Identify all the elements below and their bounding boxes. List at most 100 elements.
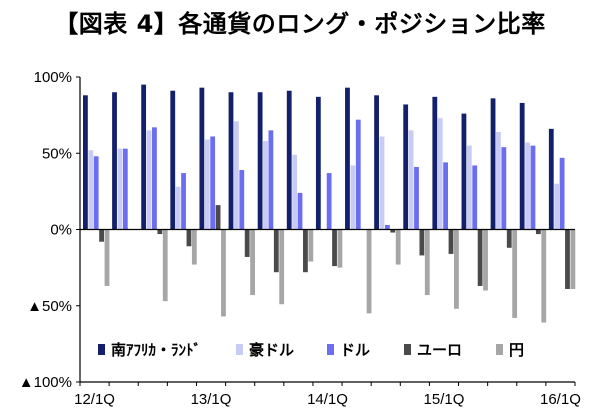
bar-series-0-cat-5 [228, 92, 234, 230]
legend-swatch [236, 344, 243, 355]
legend-label: ドル [340, 341, 370, 359]
legend-swatch [496, 344, 503, 355]
y-tick-label: ▲50% [27, 298, 72, 315]
bar-series-0-cat-9 [345, 87, 350, 230]
bar-series-3-cat-3 [186, 229, 192, 247]
bar-series-4-cat-14 [512, 229, 518, 318]
bar-series-1-cat-0 [88, 150, 94, 230]
bar-series-2-cat-11 [414, 166, 419, 230]
legend-label: 豪ドル [249, 341, 294, 359]
bar-series-1-cat-13 [466, 145, 472, 230]
bar-series-3-cat-12 [448, 229, 454, 254]
bar-series-4-cat-11 [424, 229, 430, 296]
bar-series-1-cat-7 [292, 154, 298, 230]
axes-layer: 100% 50% 0% ▲50% ▲100%12/1Q 13/1Q 14/1Q 15/1Q 16… [19, 69, 581, 408]
bar-series-4-cat-6 [279, 229, 285, 305]
bar-series-2-cat-8 [326, 173, 332, 230]
bar-series-1-cat-6 [263, 141, 268, 230]
bars-layer [83, 84, 576, 323]
bar-series-2-cat-13 [472, 165, 478, 230]
bar-series-0-cat-2 [141, 84, 147, 230]
bar-series-1-cat-3 [175, 186, 181, 230]
bar-series-0-cat-14 [490, 98, 496, 230]
bar-series-3-cat-16 [565, 229, 570, 289]
bar-series-3-cat-11 [419, 229, 425, 256]
x-tick-label: 16/1Q [540, 391, 581, 408]
bar-series-4-cat-7 [308, 229, 314, 262]
bar-series-1-cat-4 [204, 139, 210, 230]
bar-series-3-cat-8 [332, 229, 337, 267]
bar-series-0-cat-13 [461, 113, 467, 230]
bar-series-2-cat-5 [239, 170, 245, 230]
x-tick-label: 13/1Q [191, 391, 232, 408]
bar-series-4-cat-4 [221, 229, 226, 317]
bar-series-1-cat-14 [496, 131, 501, 230]
bar-series-2-cat-14 [501, 147, 507, 230]
x-tick-label: 14/1Q [307, 391, 348, 408]
bar-series-3-cat-2 [157, 229, 163, 235]
legend-label: 南ｱﾌﾘｶ・ﾗﾝﾄﾞ [111, 341, 201, 359]
bar-series-1-cat-5 [233, 121, 239, 230]
bar-series-2-cat-1 [122, 148, 128, 230]
bar-series-4-cat-10 [395, 229, 401, 265]
chart-title: 【図表 4】各通貨のロング・ポジション比率 [54, 10, 546, 38]
bar-series-4-cat-2 [162, 229, 168, 302]
bar-series-1-cat-2 [146, 130, 152, 230]
bar-series-3-cat-5 [244, 229, 250, 257]
bar-series-0-cat-7 [286, 90, 292, 230]
bar-series-1-cat-16 [554, 183, 560, 230]
bar-series-0-cat-16 [548, 128, 554, 230]
bar-series-3-cat-7 [303, 229, 308, 273]
bar-series-4-cat-12 [454, 229, 459, 309]
bar-series-3-cat-14 [506, 229, 512, 248]
bar-series-4-cat-0 [104, 229, 110, 286]
x-tick-label: 15/1Q [424, 391, 465, 408]
bar-series-0-cat-0 [83, 95, 88, 230]
bar-series-4-cat-16 [570, 229, 576, 289]
bar-series-3-cat-13 [477, 229, 483, 286]
bar-series-0-cat-12 [432, 96, 438, 230]
bar-series-2-cat-16 [559, 157, 565, 230]
bar-series-0-cat-1 [112, 92, 117, 230]
bar-series-0-cat-3 [170, 90, 176, 230]
bar-series-3-cat-4 [215, 205, 221, 230]
y-tick-label: ▲100% [19, 374, 72, 391]
y-tick-label: 100% [34, 69, 72, 86]
legend-swatch [327, 344, 334, 355]
bar-series-2-cat-6 [268, 130, 274, 230]
bar-series-1-cat-9 [350, 165, 356, 230]
bar-series-2-cat-12 [443, 162, 449, 230]
legend-label: ユーロ [417, 341, 462, 359]
bar-series-3-cat-0 [99, 229, 104, 242]
bar-series-0-cat-11 [403, 104, 409, 230]
bar-series-0-cat-4 [199, 87, 205, 230]
bar-series-4-cat-3 [191, 229, 197, 265]
bar-series-4-cat-9 [366, 229, 372, 314]
bar-series-1-cat-11 [408, 130, 414, 230]
bar-series-4-cat-15 [541, 229, 547, 323]
bar-series-4-cat-5 [250, 229, 255, 296]
bar-series-4-cat-8 [337, 229, 343, 268]
bar-series-2-cat-15 [530, 145, 536, 230]
legend-label: 円 [509, 341, 524, 359]
bar-series-0-cat-8 [315, 96, 321, 230]
bar-series-2-cat-3 [181, 173, 186, 230]
bar-series-1-cat-1 [117, 148, 123, 230]
bar-series-2-cat-2 [152, 127, 157, 230]
bar-series-1-cat-15 [525, 142, 530, 230]
bar-series-1-cat-12 [437, 118, 443, 230]
bar-series-3-cat-15 [535, 229, 541, 235]
legend-swatch [98, 344, 105, 355]
bar-series-3-cat-6 [273, 229, 279, 273]
y-tick-label: 0% [50, 222, 72, 239]
bar-series-2-cat-10 [384, 224, 390, 230]
bar-series-0-cat-10 [374, 95, 379, 230]
bar-series-1-cat-10 [379, 136, 385, 230]
bar-series-2-cat-9 [355, 119, 361, 230]
bar-series-4-cat-13 [483, 229, 488, 291]
bar-series-2-cat-0 [93, 156, 99, 230]
x-tick-label: 12/1Q [74, 391, 115, 408]
bar-series-2-cat-7 [297, 192, 303, 230]
legend-swatch [404, 344, 411, 355]
